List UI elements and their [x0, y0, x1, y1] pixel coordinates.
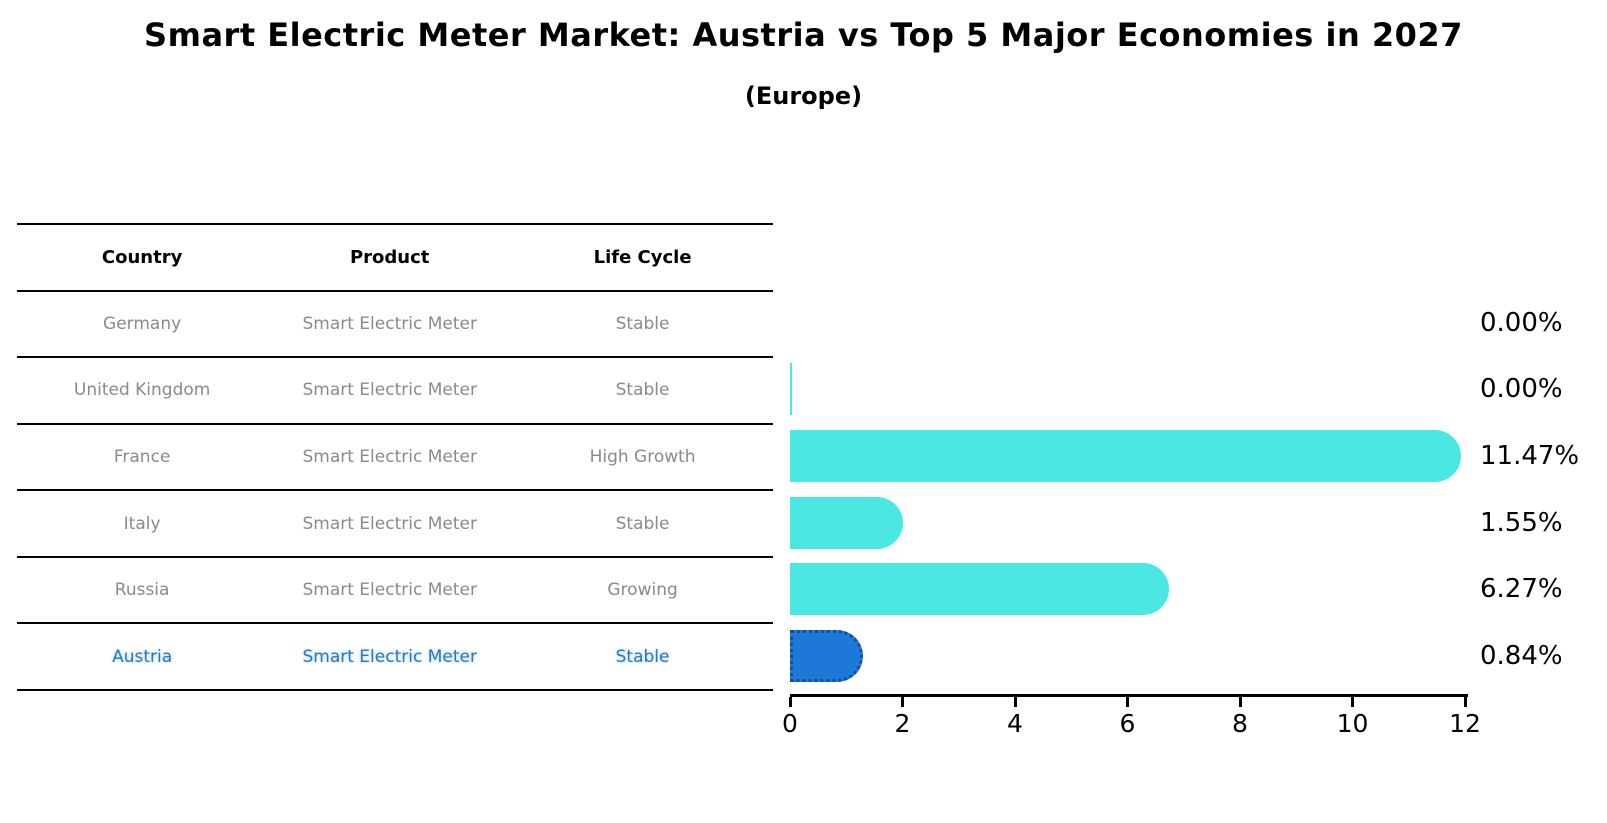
x-axis-tick-label: 10 [1336, 709, 1369, 738]
product-header-cell: Product [349, 246, 430, 268]
x-axis-tick [1126, 697, 1129, 707]
table-row: Russia Smart Electric Meter Growing [17, 555, 773, 623]
country-cell: Russia [114, 580, 170, 601]
x-axis-tick-label: 6 [1119, 709, 1136, 738]
country-cell: United Kingdom [73, 380, 211, 401]
table-row: Austria Smart Electric Meter Stable [17, 622, 773, 689]
x-axis-tick [1463, 697, 1467, 707]
x-axis-tick [1351, 697, 1354, 707]
table-row: France Smart Electric Meter High Growth [17, 422, 773, 490]
country-cell: France [113, 446, 171, 467]
value-label: 6.27% [1480, 574, 1563, 605]
value-label: 1.55% [1480, 507, 1563, 538]
country-cell: Italy [123, 513, 161, 534]
lifecycle-cell: Growing [607, 580, 678, 601]
value-label: 0.84% [1480, 640, 1563, 671]
x-axis-tick [788, 697, 792, 707]
bar-italy [790, 496, 904, 549]
x-axis-tick-label: 2 [894, 709, 911, 738]
country-cell: Germany [103, 313, 182, 334]
x-axis-tick-label: 8 [1232, 709, 1248, 738]
x-axis-tick [901, 697, 904, 707]
country-header-cell: Country [101, 246, 183, 268]
product-cell: Smart Electric Meter [302, 646, 477, 667]
chart-subtitle: (Europe) [744, 82, 863, 110]
comparison-table: Country Product Life Cycle Germany Smart Ele… [17, 223, 773, 691]
x-axis-tick-label: 0 [782, 709, 798, 738]
lifecycle-cell: Stable [615, 380, 670, 401]
product-cell: Smart Electric Meter [302, 513, 477, 534]
value-label: 0.00% [1480, 374, 1563, 405]
bar-united-kingdom [790, 363, 792, 416]
product-cell: Smart Electric Meter [302, 446, 477, 467]
product-cell: Smart Electric Meter [302, 313, 477, 334]
lifecycle-cell: Stable [615, 313, 670, 334]
table-header-row: Country Product Life Cycle [17, 223, 773, 290]
product-cell: Smart Electric Meter [302, 380, 477, 401]
lifecycle-cell: High Growth [589, 446, 696, 467]
lifecycle-cell: Stable [615, 513, 670, 534]
country-cell: Austria [112, 646, 173, 667]
x-axis-tick-label: 12 [1449, 709, 1481, 738]
bar-france [790, 430, 1462, 483]
product-cell: Smart Electric Meter [302, 580, 477, 601]
bar-austria [790, 629, 864, 682]
table-row: Italy Smart Electric Meter Stable [17, 489, 773, 556]
chart-title: Smart Electric Meter Market: Austria vs … [144, 16, 1463, 54]
bar-russia [790, 563, 1169, 616]
value-label: 0.00% [1480, 307, 1563, 338]
value-label: 11.47% [1480, 441, 1580, 472]
x-axis-tick-label: 4 [1007, 709, 1023, 738]
table-row: Germany Smart Electric Meter Stable [17, 289, 773, 357]
x-axis-tick [1013, 697, 1017, 707]
x-axis-tick [1238, 697, 1242, 707]
lifecycle-cell: Stable [615, 646, 670, 667]
x-axis-line [790, 694, 1468, 697]
lifecycle-header-cell: Life Cycle [593, 246, 692, 268]
table-row: United Kingdom Smart Electric Meter Stable [17, 356, 773, 423]
